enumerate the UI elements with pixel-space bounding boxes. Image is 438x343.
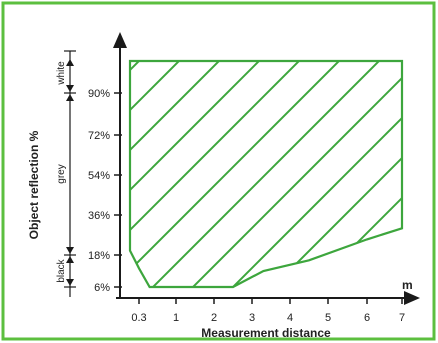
x-tick-label: 1 <box>173 312 179 324</box>
band-arrow <box>66 85 74 92</box>
x-axis-title: Measurement distance <box>201 326 331 340</box>
y-tick-label: 54% <box>88 170 110 182</box>
axes <box>113 32 420 305</box>
x-tick-label: 0.3 <box>131 312 146 324</box>
band-arrow <box>66 247 74 254</box>
tick-marks: 0.3 1 2 3 4 5 6 7 6% 18% 36% 54% 72% 90% <box>88 88 405 324</box>
reflection-bands: white grey black <box>56 50 76 297</box>
band-arrow <box>66 279 74 286</box>
y-axis-title: Object reflection % <box>27 130 41 239</box>
band-label-black: black <box>56 258 67 282</box>
band-arrow <box>66 256 74 263</box>
y-axis-arrow <box>113 32 127 48</box>
x-tick-label: 6 <box>364 312 370 324</box>
x-tick-label: 7 <box>399 312 405 324</box>
x-tick-label: 4 <box>287 312 293 324</box>
y-tick-label: 6% <box>94 282 110 294</box>
hatch-line <box>130 61 402 287</box>
hatch-line <box>130 61 402 287</box>
band-arrow <box>66 94 74 101</box>
band-label-grey: grey <box>56 164 67 183</box>
y-tick-label: 90% <box>88 88 110 100</box>
hatch-line <box>130 61 402 287</box>
x-tick-label: 5 <box>325 312 331 324</box>
y-tick-label: 72% <box>88 130 110 142</box>
hatch-line <box>159 61 402 287</box>
band-label-white: white <box>56 61 67 86</box>
x-tick-label: 3 <box>249 312 255 324</box>
y-tick-label: 36% <box>88 210 110 222</box>
x-axis-arrow <box>404 291 420 305</box>
y-tick-label: 18% <box>88 250 110 262</box>
band-arrow <box>66 59 74 66</box>
x-axis-unit: m <box>402 278 413 292</box>
hatch-line <box>199 61 402 287</box>
x-tick-label: 2 <box>211 312 217 324</box>
detection-region <box>128 59 404 289</box>
